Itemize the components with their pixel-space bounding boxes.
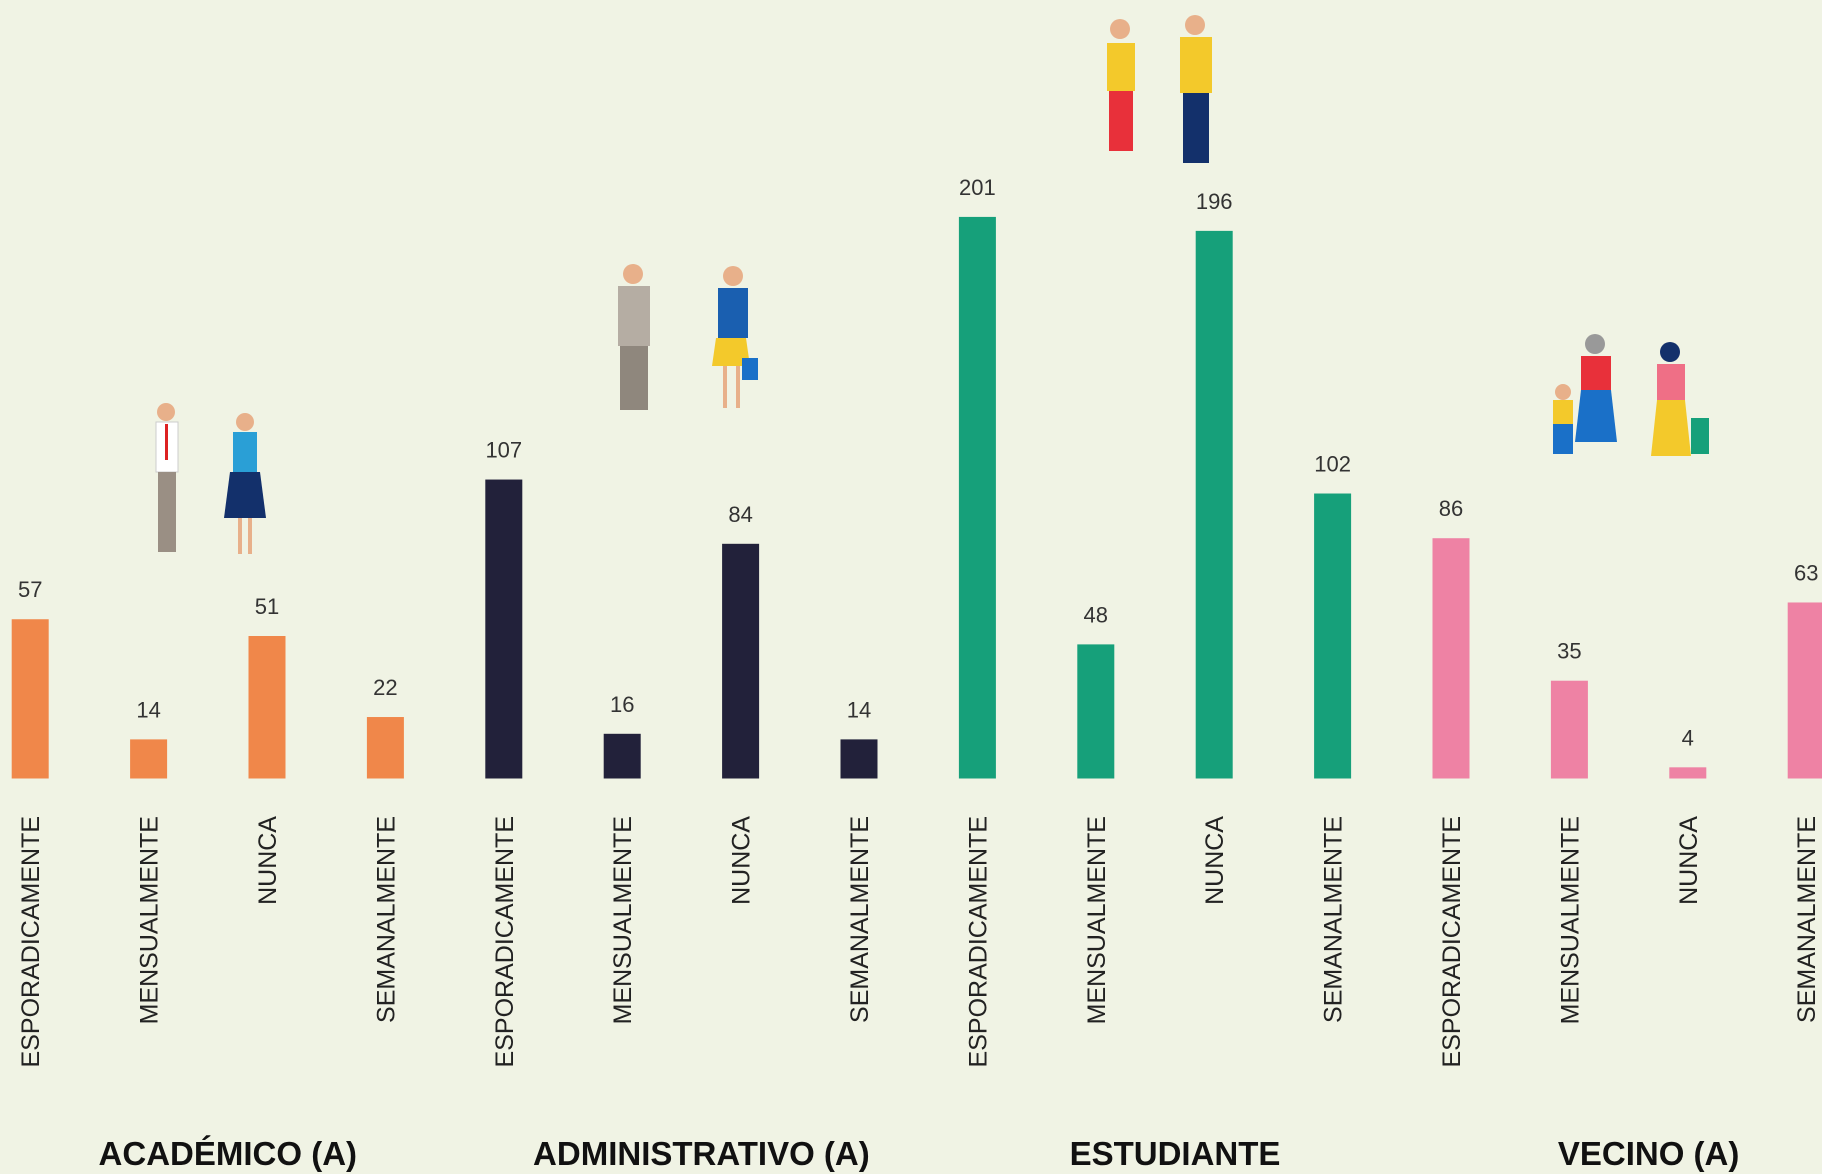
bar (603, 733, 641, 779)
bar (1787, 602, 1822, 779)
bar (485, 479, 523, 779)
bar (248, 636, 286, 779)
x-tick-label: SEMANALMENTE (1320, 816, 1348, 1023)
value-label: 63 (1794, 560, 1818, 585)
x-tick-label: SEMANALMENTE (372, 816, 400, 1023)
value-label: 86 (1439, 496, 1463, 521)
group-label: ACADÉMICO (A) (99, 1135, 357, 1172)
group-label: ESTUDIANTE (1070, 1135, 1281, 1172)
value-label: 16 (610, 692, 634, 717)
value-label: 84 (728, 502, 752, 527)
bar (11, 619, 49, 779)
value-label: 196 (1196, 189, 1233, 214)
value-label: 201 (959, 175, 996, 200)
illustration (155, 15, 1709, 554)
x-tick-label: MENSUALMENTE (1083, 816, 1111, 1024)
value-label: 14 (136, 697, 160, 722)
x-tick-label: MENSUALMENTE (136, 816, 164, 1024)
x-tick-label: ESPORADICAMENTE (1438, 816, 1466, 1067)
x-tick-label: SEMANALMENTE (846, 816, 874, 1023)
value-label: 48 (1084, 602, 1108, 627)
value-label: 102 (1314, 452, 1351, 477)
bar (722, 543, 760, 779)
x-tick-label: NUNCA (1675, 816, 1703, 905)
bar (958, 216, 996, 779)
value-label: 4 (1682, 725, 1694, 750)
x-tick-label: NUNCA (1201, 816, 1229, 905)
bar (1432, 538, 1470, 779)
x-tick-label: ESPORADICAMENTE (491, 816, 519, 1067)
bar (1077, 644, 1115, 779)
value-label: 35 (1557, 639, 1581, 664)
bar (840, 739, 878, 779)
value-label: 22 (373, 675, 397, 700)
bar (1550, 680, 1588, 779)
bar (366, 717, 404, 779)
bar (130, 739, 168, 779)
x-tick-label: MENSUALMENTE (1556, 816, 1584, 1024)
bar (1314, 493, 1352, 779)
x-tick-label: MENSUALMENTE (609, 816, 637, 1024)
x-tick-label: ESPORADICAMENTE (17, 816, 45, 1067)
value-label: 51 (255, 594, 279, 619)
bar (1669, 767, 1707, 779)
group-label: ADMINISTRATIVO (A) (533, 1135, 870, 1172)
group-label: VECINO (A) (1558, 1135, 1740, 1172)
value-label: 14 (847, 697, 871, 722)
value-label: 57 (18, 577, 42, 602)
x-tick-label: NUNCA (254, 816, 282, 905)
x-tick-label: NUNCA (728, 816, 756, 905)
value-label: 107 (485, 438, 522, 463)
bar (1195, 230, 1233, 779)
x-tick-label: ESPORADICAMENTE (964, 816, 992, 1067)
x-tick-label: SEMANALMENTE (1793, 816, 1821, 1023)
